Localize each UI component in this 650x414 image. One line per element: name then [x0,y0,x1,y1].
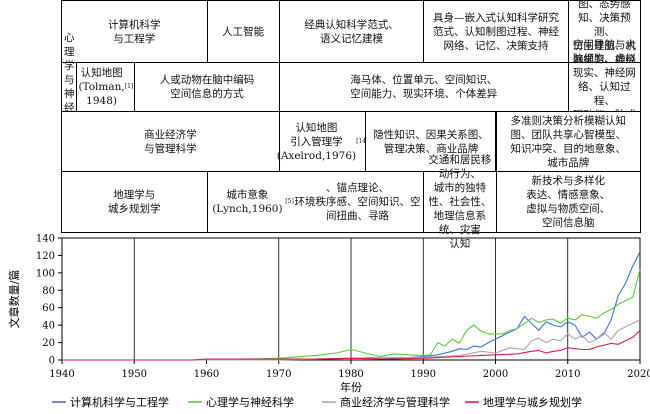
table-cell-text: 交通和居民移动行为、 城市的独特性、社会性、 地理信息系统、灾害 认知 [428,154,492,250]
x-tick-label-2020: 2020 [627,369,650,380]
x-tick-label-1960: 1960 [194,369,219,380]
legend-label-1: 心理学与神经科学 [206,395,294,409]
table-cell-r3-c0: 地理学与 城乡规划学 [61,171,208,233]
x-tick-label-2010: 2010 [555,369,580,380]
y-axis-label: 文章数量/篇 [7,270,21,329]
reference-mark: [5] [285,198,294,205]
table-cell-r2-c1: 认知地图 引入管理学 (Axelrod,1976) [14] [276,111,369,172]
table-cell-text: 人或动物在脑中编码 空间信息的方式 [159,74,255,100]
y-tick-label-80: 80 [42,286,55,297]
table-cell-r1-c4: 空间导航与大脑细胞、虚拟 现实、神经网络、认知过程、 眼动仪、脑成像 [567,39,641,135]
era-divider-lines [133,238,569,360]
series-line-1 [62,269,641,361]
table-cell-r3-c3: 新技术与多样化 表达、情感意象、 虚拟与物质空间、 空间信息脑 [495,171,641,233]
legend-label-0: 计算机科学与工程学 [70,395,169,409]
reference-mark: [1] [124,83,134,90]
y-tick-label-0: 0 [49,356,55,367]
table-cell-r1-c0: 心理学与 神经科学 [61,32,78,142]
table-cell-r2-c0: 商业经济学 与管理科学 [61,111,280,172]
y-tick-label-40: 40 [42,321,55,332]
x-axis-label: 年份 [340,380,362,394]
table-cell-text: 城市意象(Lynch,1960) [212,189,283,215]
table-cell-text: 商业经济学 与管理科学 [144,128,197,155]
table-cell-r3-c1: 城市意象(Lynch,1960) [5] 、锚点理论、 环境秩序感、空间知识、空间扭… [206,171,425,233]
x-tick-label-1980: 1980 [338,369,363,380]
legend-label-3: 地理学与城乡规划学 [483,395,582,409]
table-cell-text: 认知地图 引入管理学 (Axelrod,1976) [276,121,357,162]
table-cell-r2-c3: 多准则决策分析模糊认知 图、团队共享心智模型、 知识冲突、目的地意象、 城市品牌 [495,111,641,172]
series-lines [62,251,641,361]
x-tick-label-1990: 1990 [411,369,436,380]
table-cell-text: 海马体、位置单元、空间知识、 空间能力、现实环境、个体差异 [350,74,498,100]
table-cell-text: 地理学与 城乡规划学 [108,189,161,215]
legend-label-2: 商业经济学与管理科学 [340,395,450,409]
table-cell-text: 人工智能 [222,25,265,38]
table-cell-text: 多准则决策分析模糊认知 图、团队共享心智模型、 知识冲突、目的地意象、 城市品牌 [510,114,627,169]
table-cell-r0-c1: 人工智能 [206,0,280,63]
table-cell-text-continued: 、锚点理论、 环境秩序感、空间知识、空间扭曲、寻路 [294,182,421,222]
table-cell-text: 计算机科学 与工程学 [108,18,161,45]
table-cell-r3-c2: 交通和居民移动行为、 城市的独特性、社会性、 地理信息系统、灾害 认知 [423,154,497,250]
series-line-2 [62,319,641,361]
y-tick-label-20: 20 [42,338,55,349]
series-line-3 [62,330,641,361]
table-cell-r2-c2: 隐性知识、因果关系图、 管理决策、商业品牌 [365,111,497,172]
table-cell-text: 认知地图 (Tolman, 1948) [78,67,125,107]
table-cell-r0-c3: 具身—嵌入式认知科学研究 范式、认知制图过程、神经 网络、记忆、决策支持 [423,0,569,63]
y-tick-label-60: 60 [42,303,55,314]
x-tick-label-1950: 1950 [122,369,147,380]
table-cell-text: 具身—嵌入式认知科学研究 范式、认知制图过程、神经 网络、记忆、决策支持 [433,11,559,52]
table-cell-r0-c2: 经典认知科学范式、 语义记忆建模 [278,0,425,63]
x-tick-label-1940: 1940 [49,369,74,380]
chart-axes: 0 20 40 60 80 100 120 140 1940 1950 1960 1970 1980 19… [7,234,650,395]
y-tick-label-120: 120 [36,251,55,262]
table-cell-text: 经典认知科学范式、 语义记忆建模 [304,18,399,45]
table-cell-r1-c2: 人或动物在脑中编码 空间信息的方式 [134,62,280,112]
table-cell-r1-c1: 认知地图 (Tolman, 1948) [1] [76,62,136,112]
table-cell-r0-c0: 计算机科学 与工程学 [61,0,208,63]
chart-legend: 计算机科学与工程学 心理学与神经科学 商业经济学与管理科学 地理学与城乡规划学 [52,395,582,409]
table-cell-text: 隐性知识、因果关系图、 管理决策、商业品牌 [373,128,489,155]
y-tick-label-140: 140 [36,234,55,245]
x-tick-label-1970: 1970 [266,369,291,380]
table-cell-text: 新技术与多样化 表达、情感意象、 虚拟与物质空间、 空间信息脑 [526,175,611,229]
y-tick-label-100: 100 [36,268,55,279]
reference-mark: [14] [356,137,369,145]
x-tick-label-2000: 2000 [483,369,508,380]
table-cell-r1-c3: 海马体、位置单元、空间知识、 空间能力、现实环境、个体差异 [278,62,569,112]
